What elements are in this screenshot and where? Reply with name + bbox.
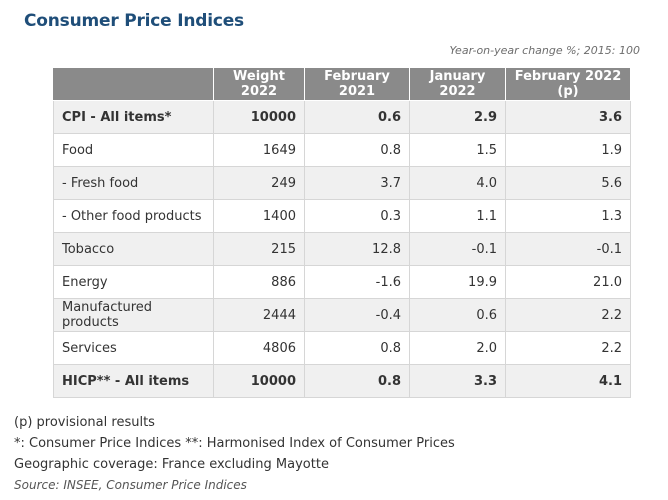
row-value: 2444: [213, 298, 305, 332]
table-row: Services 4806 0.8 2.0 2.2: [53, 331, 631, 365]
row-value: 215: [213, 232, 305, 266]
header-cell-jan-2022: January 2022: [409, 67, 506, 101]
row-value: 5.6: [505, 166, 631, 200]
table-row: CPI - All items* 10000 0.6 2.9 3.6: [53, 100, 631, 134]
row-value: 2.9: [409, 100, 506, 134]
row-value: 886: [213, 265, 305, 299]
header-cell-feb-2021: February 2021: [304, 67, 410, 101]
cpi-table: Weight 2022 February 2021 January 2022 F…: [53, 67, 631, 398]
page-title: Consumer Price Indices: [24, 11, 244, 31]
row-value: 249: [213, 166, 305, 200]
row-value: 4.0: [409, 166, 506, 200]
row-value: 1.9: [505, 133, 631, 167]
row-value: 3.6: [505, 100, 631, 134]
row-value: 3.7: [304, 166, 410, 200]
row-value: -0.1: [409, 232, 506, 266]
header-cell-label: [53, 67, 214, 101]
row-value: 3.3: [409, 364, 506, 398]
row-value: 21.0: [505, 265, 631, 299]
row-value: -0.4: [304, 298, 410, 332]
row-value: 0.6: [304, 100, 410, 134]
row-value: 10000: [213, 100, 305, 134]
table-row: - Other food products 1400 0.3 1.1 1.3: [53, 199, 631, 233]
provisional-note: (p) provisional results: [14, 415, 155, 430]
row-value: 2.0: [409, 331, 506, 365]
row-value: 0.8: [304, 331, 410, 365]
table-row: HICP** - All items 10000 0.8 3.3 4.1: [53, 364, 631, 398]
table-body: CPI - All items* 10000 0.6 2.9 3.6 Food 1649 0.…: [53, 100, 631, 398]
row-value: -0.1: [505, 232, 631, 266]
row-value: 1.3: [505, 199, 631, 233]
row-value: 0.8: [304, 364, 410, 398]
table-header: Weight 2022 February 2021 January 2022 F…: [53, 67, 631, 101]
footnotes: (p) provisional results *: Consumer Pric…: [14, 412, 455, 496]
table-row: Manufactured products 2444 -0.4 0.6 2.2: [53, 298, 631, 332]
definitions-note: *: Consumer Price Indices **: Harmonised…: [14, 436, 455, 451]
row-label: Tobacco: [53, 232, 214, 266]
row-value: 1400: [213, 199, 305, 233]
row-label: - Other food products: [53, 199, 214, 233]
row-label: Services: [53, 331, 214, 365]
row-value: 12.8: [304, 232, 410, 266]
table-row: Food 1649 0.8 1.5 1.9: [53, 133, 631, 167]
row-label: - Fresh food: [53, 166, 214, 200]
row-value: 1649: [213, 133, 305, 167]
table-row: - Fresh food 249 3.7 4.0 5.6: [53, 166, 631, 200]
row-value: 4.1: [505, 364, 631, 398]
coverage-note: Geographic coverage: France excluding Ma…: [14, 457, 329, 472]
table-subtitle: Year-on-year change %; 2015: 100: [449, 44, 640, 57]
row-value: 0.3: [304, 199, 410, 233]
row-value: 4806: [213, 331, 305, 365]
row-value: 1.5: [409, 133, 506, 167]
table-row: Tobacco 215 12.8 -0.1 -0.1: [53, 232, 631, 266]
row-label: Food: [53, 133, 214, 167]
row-value: -1.6: [304, 265, 410, 299]
row-label: CPI - All items*: [53, 100, 214, 134]
header-cell-weight: Weight 2022: [213, 67, 305, 101]
row-value: 2.2: [505, 331, 631, 365]
header-row: Weight 2022 February 2021 January 2022 F…: [53, 67, 631, 101]
row-label: Energy: [53, 265, 214, 299]
header-cell-feb-2022: February 2022 (p): [505, 67, 631, 101]
source-note: Source: INSEE, Consumer Price Indices: [14, 478, 247, 492]
row-value: 0.6: [409, 298, 506, 332]
row-value: 19.9: [409, 265, 506, 299]
row-label: HICP** - All items: [53, 364, 214, 398]
row-value: 0.8: [304, 133, 410, 167]
table-row: Energy 886 -1.6 19.9 21.0: [53, 265, 631, 299]
row-value: 1.1: [409, 199, 506, 233]
row-value: 2.2: [505, 298, 631, 332]
row-label: Manufactured products: [53, 298, 214, 332]
row-value: 10000: [213, 364, 305, 398]
